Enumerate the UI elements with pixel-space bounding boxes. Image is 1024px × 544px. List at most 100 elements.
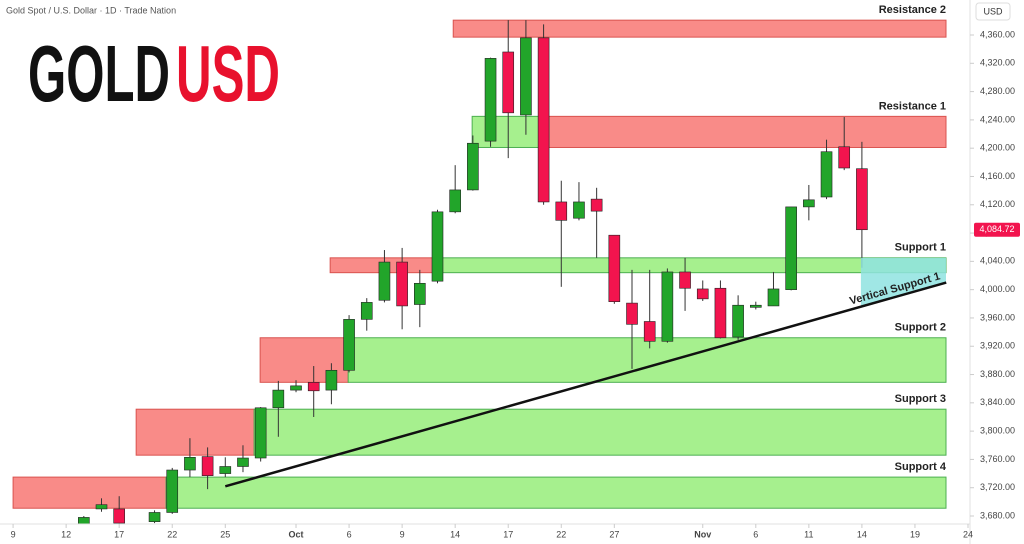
subtitle: Gold Spot / U.S. Dollar · 1D · Trade Nat… — [6, 5, 176, 15]
candle-body — [449, 189, 461, 213]
zones — [12, 19, 947, 509]
candle-body — [396, 261, 408, 307]
y-tick-label: 3,680.00 — [980, 510, 1015, 520]
x-tick-label: 9 — [400, 529, 405, 539]
candle-body — [378, 261, 391, 301]
currency-box — [975, 2, 1011, 21]
x-tick-label: 6 — [347, 529, 352, 539]
x-tick-label: 19 — [910, 529, 920, 539]
zone — [471, 115, 543, 148]
candle-body — [254, 407, 267, 459]
candle-body — [590, 198, 603, 212]
logo-right: USD — [176, 29, 280, 118]
y-tick-label: 4,160.00 — [980, 171, 1015, 181]
candle-body — [820, 151, 833, 198]
y-tick-label: 3,920.00 — [980, 341, 1015, 351]
candle-body — [626, 302, 638, 325]
candle-body — [856, 168, 868, 231]
candle-body — [502, 51, 515, 114]
candles — [78, 20, 868, 524]
zone — [12, 476, 167, 509]
y-tick-label: 4,200.00 — [980, 143, 1015, 153]
y-tick-label: 3,840.00 — [980, 397, 1015, 407]
candle-body — [749, 304, 762, 308]
zone — [165, 476, 947, 509]
candle-body — [573, 201, 585, 219]
x-tick-label: Oct — [289, 529, 304, 539]
candle-body — [325, 369, 338, 391]
x-tick-label: 25 — [220, 529, 230, 539]
candle-body — [803, 199, 815, 208]
y-tick-label: 4,040.00 — [980, 256, 1015, 266]
candle-body — [537, 37, 550, 203]
candle-body — [431, 211, 444, 282]
x-tick-label: 22 — [167, 529, 177, 539]
zone-label: Resistance 2 — [879, 4, 946, 16]
candle-body — [78, 517, 90, 524]
candle-body — [219, 466, 232, 474]
zone — [347, 337, 947, 383]
x-tick-label: 14 — [450, 529, 460, 539]
zone-label: Support 4 — [895, 461, 947, 473]
candle-body — [732, 304, 744, 338]
x-tick-label: Nov — [694, 529, 711, 539]
y-tick-label: 4,000.00 — [980, 284, 1015, 294]
y-tick-label: 3,800.00 — [980, 426, 1015, 436]
candle-body — [785, 206, 797, 290]
x-tick-label: 9 — [11, 529, 16, 539]
y-tick-label: 3,760.00 — [980, 454, 1015, 464]
candle-body — [290, 385, 302, 391]
x-tick-label: 6 — [753, 529, 758, 539]
candle-body — [555, 201, 568, 221]
candle-body — [166, 469, 179, 513]
zone-label: Support 1 — [895, 242, 946, 254]
candle-body — [95, 504, 108, 510]
x-tick-label: 24 — [963, 529, 973, 539]
y-tick-label: 4,360.00 — [980, 29, 1015, 39]
y-tick-label: 3,960.00 — [980, 312, 1015, 322]
logo-left: GOLD — [28, 29, 170, 118]
candle-body — [714, 287, 727, 339]
candle-body — [184, 456, 196, 471]
zone-label: Support 2 — [895, 322, 946, 334]
candle-body — [414, 282, 426, 305]
candle-body — [643, 321, 656, 342]
candle-body — [696, 288, 709, 300]
candle-body — [307, 382, 320, 392]
x-tick-label: 17 — [114, 529, 124, 539]
candle-body — [113, 508, 125, 524]
x-tick-label: 12 — [61, 529, 71, 539]
zone — [253, 408, 947, 456]
x-tick-label: 14 — [857, 529, 867, 539]
x-tick-label: 22 — [556, 529, 566, 539]
candle-body — [343, 319, 355, 371]
candle-body — [520, 37, 532, 116]
zone — [135, 408, 255, 456]
candle-body — [272, 389, 285, 409]
y-tick-label: 4,320.00 — [980, 58, 1015, 68]
zone-label: Resistance 1 — [879, 100, 946, 112]
x-tick-label: 27 — [609, 529, 619, 539]
candle-body — [679, 271, 691, 289]
trendline — [224, 281, 947, 488]
candle-body — [661, 271, 674, 342]
candle-body — [360, 302, 373, 320]
y-tick-label: 3,880.00 — [980, 369, 1015, 379]
x-tick-label: 17 — [503, 529, 513, 539]
last-price-box — [974, 222, 1020, 237]
last-price-label: 4,084.72 — [979, 224, 1014, 234]
candle-body — [484, 58, 497, 142]
y-tick-label: 4,240.00 — [980, 114, 1015, 124]
candle-body — [237, 457, 249, 467]
y-tick-label: 4,280.00 — [980, 86, 1015, 96]
candle-body — [838, 146, 851, 169]
support-highlight — [860, 257, 946, 307]
candle-body — [467, 142, 479, 191]
zone — [452, 19, 947, 38]
candle-body — [608, 234, 621, 302]
zone — [541, 115, 947, 148]
y-tick-label: 4,120.00 — [980, 199, 1015, 209]
candle-body — [201, 456, 214, 476]
y-tick-label: 3,720.00 — [980, 482, 1015, 492]
